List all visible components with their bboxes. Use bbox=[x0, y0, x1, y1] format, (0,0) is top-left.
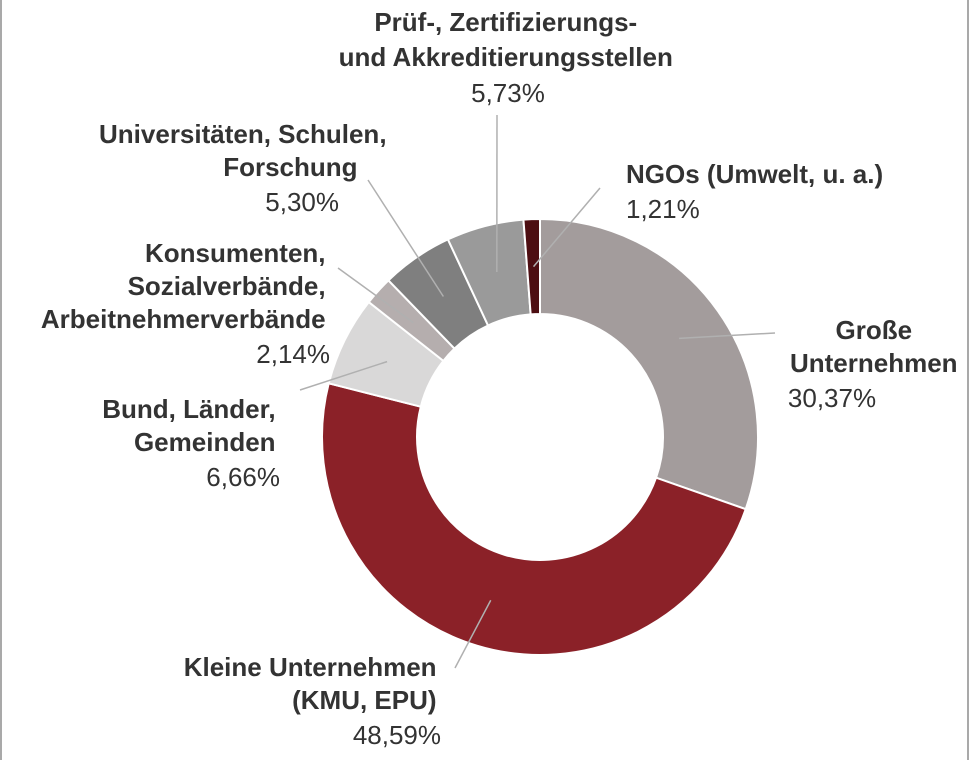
slice-label-bund-laender-gemeinden: Bund, Länder, Gemeinden 6,66% bbox=[102, 394, 280, 492]
slice-label-konsumenten: Konsumenten, Sozialverbände, Arbeitnehme… bbox=[41, 238, 330, 369]
slice-label-universitaeten: Universitäten, Schulen, Forschung 5,30% bbox=[99, 119, 391, 217]
slice-label-kleine-unternehmen: Kleine Unternehmen (KMU, EPU) 48,59% bbox=[184, 652, 441, 750]
slice-label-pruef-zertifizierung: Prüf-, Zertifizierungs- und Akkreditieru… bbox=[339, 7, 678, 108]
slice-label-grosse-unternehmen: Große Unternehmen 30,37% bbox=[788, 315, 962, 413]
donut-slices bbox=[322, 219, 758, 655]
slice-grosse-unternehmen bbox=[540, 219, 758, 509]
slice-label-ngos: NGOs (Umwelt, u. a.) 1,21% bbox=[626, 159, 888, 224]
